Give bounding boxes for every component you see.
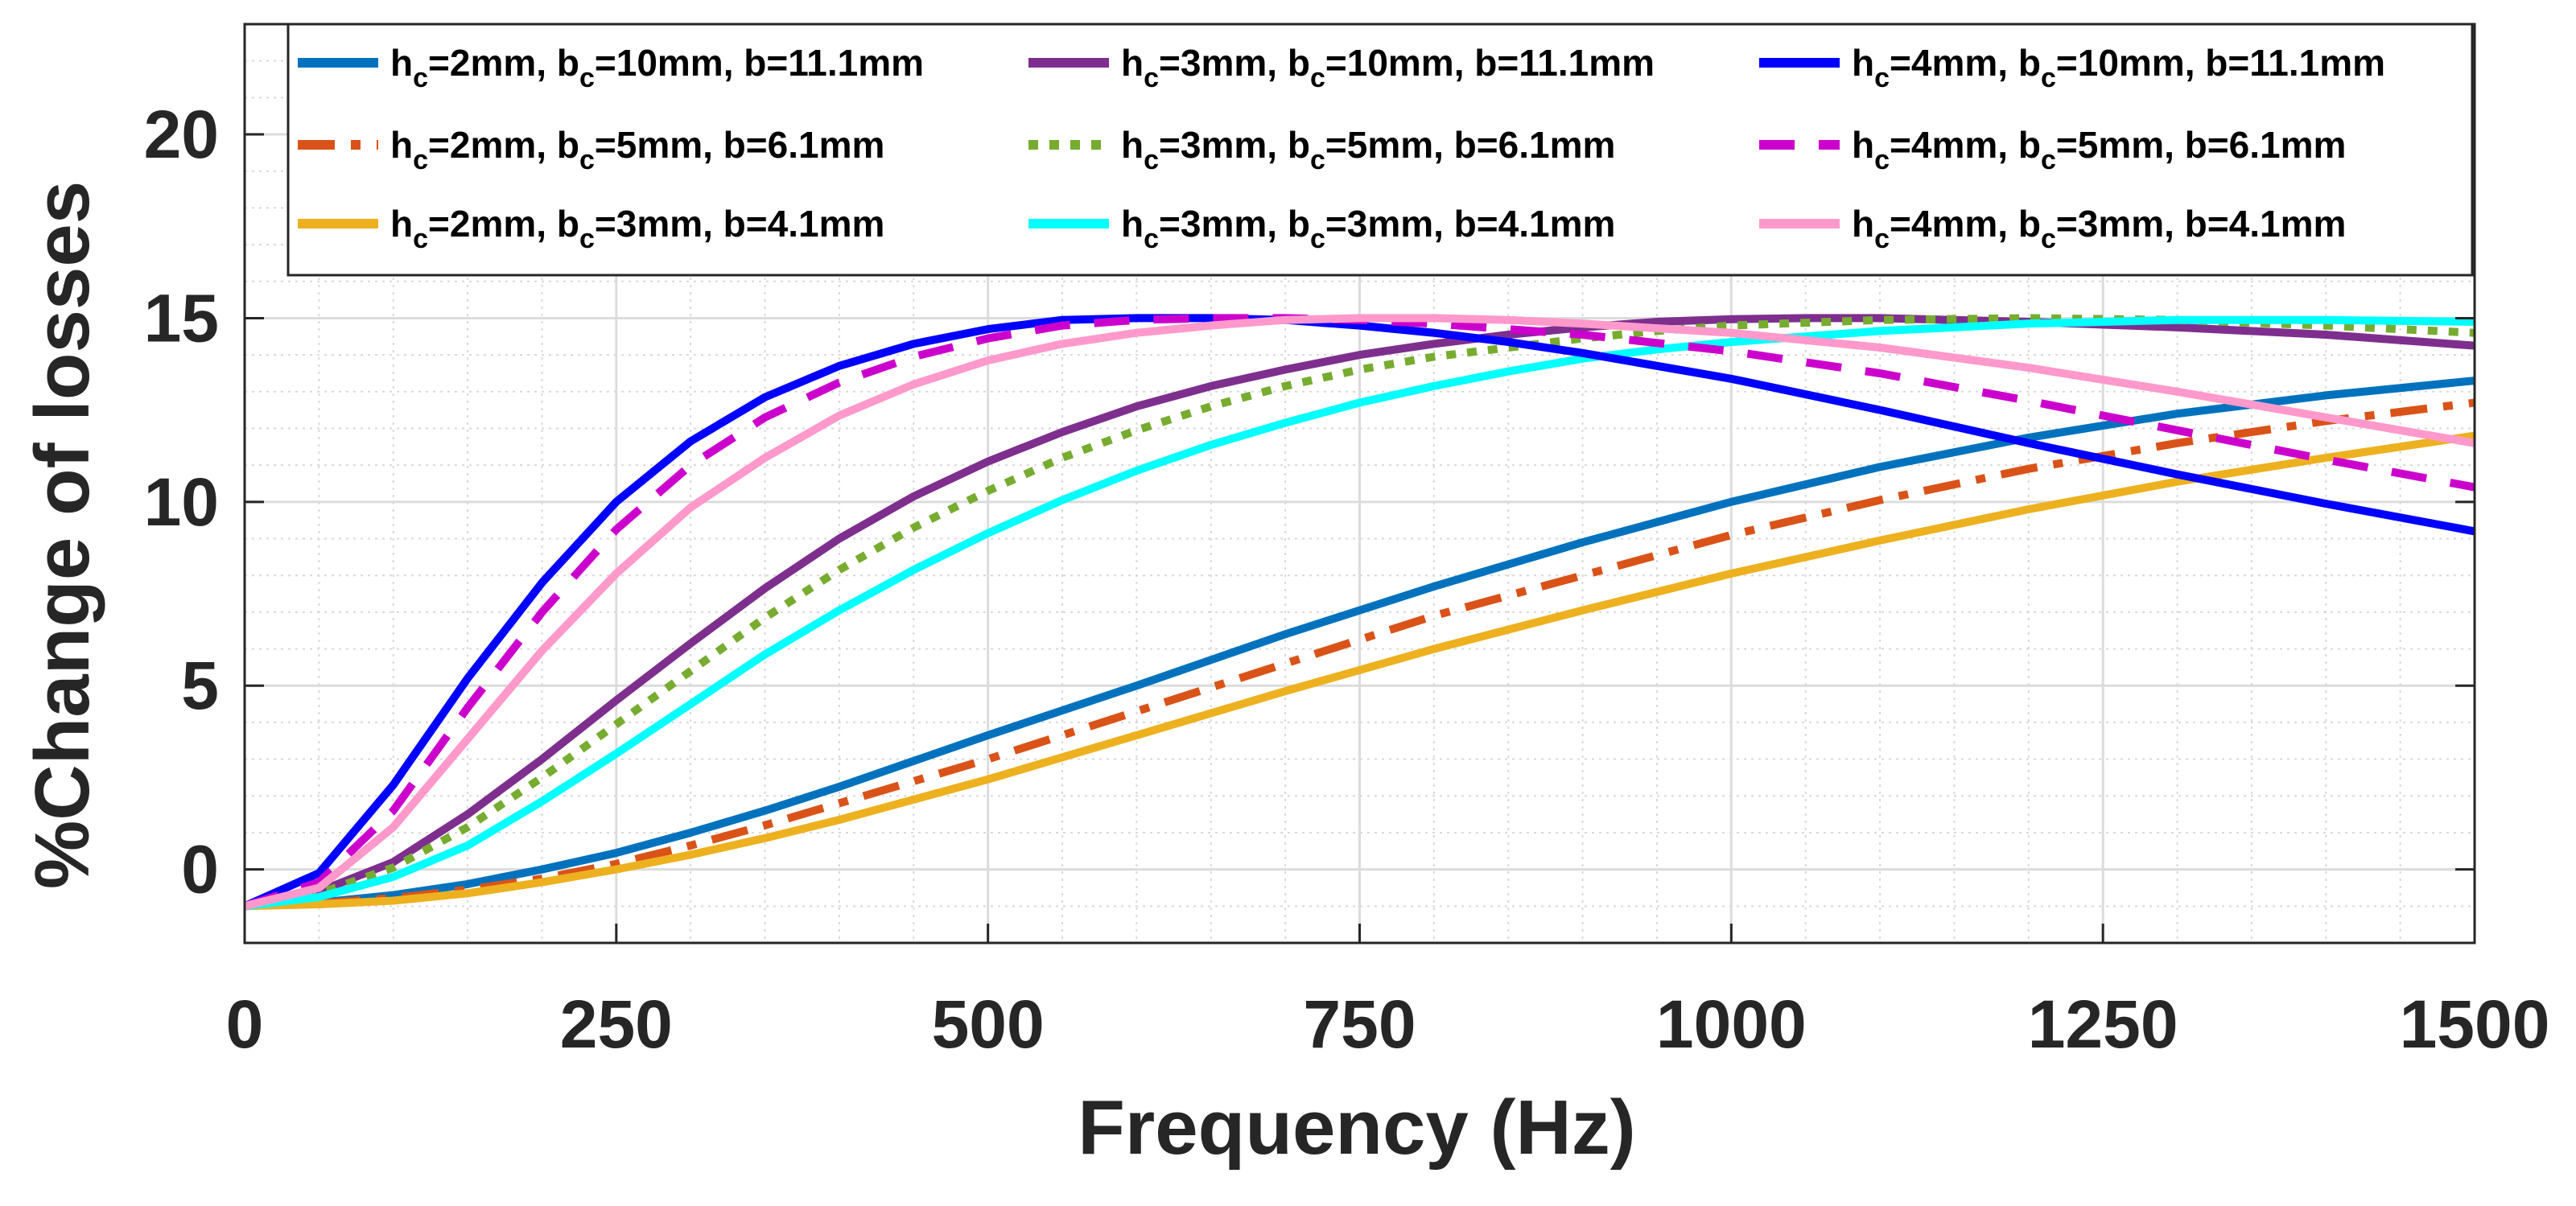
x-axis-label: Frequency (Hz) — [1078, 1085, 1635, 1171]
legend-text-part: =3mm, b — [1159, 124, 1310, 166]
legend-subscript: c — [1310, 224, 1325, 254]
legend-text-part: =3mm, b — [1159, 42, 1310, 84]
legend-subscript: c — [1144, 63, 1159, 93]
legend-text-part: =4mm, b — [1890, 124, 2041, 166]
legend-entry-9: hc=4mm, bc=3mm, b=4.1mm — [1759, 203, 2346, 254]
legend-text-part: h — [1852, 42, 1874, 84]
legend-text-part: h — [390, 124, 413, 166]
legend-text-part: h — [1121, 42, 1144, 84]
legend-text-part: h — [1852, 124, 1874, 166]
legend-subscript: c — [1874, 145, 1890, 175]
legend-text-part: =10mm, b=11.1mm — [595, 42, 924, 84]
legend-text-part: =3mm, b=4.1mm — [2056, 203, 2347, 245]
legend-box — [286, 23, 2474, 277]
legend-subscript: c — [1310, 145, 1325, 175]
legend-subscript: c — [579, 145, 595, 175]
legend-text-part: =4mm, b — [1890, 42, 2041, 84]
x-tick-label: 1000 — [1656, 986, 1807, 1062]
legend-subscript: c — [2041, 224, 2056, 254]
legend-subscript: c — [1874, 224, 1890, 254]
x-tick-label: 500 — [932, 986, 1045, 1062]
legend-text-part: =2mm, b — [428, 203, 579, 245]
x-tick-label: 1250 — [2028, 986, 2178, 1062]
legend-label: hc=3mm, bc=3mm, b=4.1mm — [1121, 203, 1615, 254]
y-tick-label: 15 — [144, 280, 219, 356]
legend-label: hc=4mm, bc=5mm, b=6.1mm — [1852, 124, 2346, 175]
legend-text-part: h — [1852, 203, 1874, 245]
legend-subscript: c — [2041, 63, 2056, 93]
legend-text-part: =5mm, b=6.1mm — [595, 124, 885, 166]
legend-text-part: =2mm, b — [428, 124, 579, 166]
legend-subscript: c — [579, 63, 595, 93]
legend-text-part: =3mm, b — [1159, 203, 1310, 245]
legend-entry-7: hc=4mm, bc=10mm, b=11.1mm — [1759, 42, 2385, 93]
legend-text-part: h — [390, 203, 413, 245]
legend-text-part: =4mm, b — [1890, 203, 2041, 245]
legend-subscript: c — [413, 224, 428, 254]
y-tick-label: 10 — [144, 464, 219, 540]
legend-entry-2: hc=2mm, bc=5mm, b=6.1mm — [298, 124, 884, 175]
series-line-4 — [245, 314, 2475, 911]
y-tick-label: 20 — [144, 97, 219, 172]
legend-subscript: c — [1874, 63, 1890, 93]
legend-text-part: =10mm, b=11.1mm — [2056, 42, 2385, 84]
legend-label: hc=3mm, bc=5mm, b=6.1mm — [1121, 124, 1615, 175]
legend-subscript: c — [413, 145, 428, 175]
series-line-5 — [245, 314, 2475, 911]
legend-label: hc=2mm, bc=10mm, b=11.1mm — [390, 42, 924, 93]
x-tick-label: 1500 — [2400, 986, 2550, 1062]
y-axis-label: %Change of losses — [19, 181, 105, 889]
legend-label: hc=4mm, bc=10mm, b=11.1mm — [1852, 42, 2385, 93]
y-tick-label: 0 — [181, 832, 219, 908]
legend-entry-1: hc=2mm, bc=10mm, b=11.1mm — [298, 42, 924, 93]
legend-text-part: =2mm, b — [428, 42, 579, 84]
legend-text-part: h — [390, 42, 413, 84]
legend-subscript: c — [579, 224, 595, 254]
x-tick-label: 0 — [226, 986, 264, 1062]
legend-label: hc=2mm, bc=3mm, b=4.1mm — [390, 203, 884, 254]
legend-text-part: =5mm, b=6.1mm — [1325, 124, 1616, 166]
x-tick-label: 750 — [1303, 986, 1416, 1062]
legend-subscript: c — [2041, 145, 2056, 175]
legend-entry-5: hc=3mm, bc=5mm, b=6.1mm — [1028, 124, 1615, 175]
legend-text-part: h — [1121, 124, 1144, 166]
series-line-7 — [245, 314, 2475, 910]
legend-entry-8: hc=4mm, bc=5mm, b=6.1mm — [1759, 124, 2346, 175]
legend-subscript: c — [1144, 145, 1159, 175]
legend-text-part: h — [1121, 203, 1144, 245]
legend-label: hc=4mm, bc=3mm, b=4.1mm — [1852, 203, 2346, 254]
series-line-3 — [245, 431, 2475, 911]
legend-label: hc=2mm, bc=5mm, b=6.1mm — [390, 124, 884, 175]
legend-entry-3: hc=2mm, bc=3mm, b=4.1mm — [298, 203, 884, 254]
legend-subscript: c — [413, 63, 428, 93]
legend-label: hc=3mm, bc=10mm, b=11.1mm — [1121, 42, 1655, 93]
legend-entry-6: hc=3mm, bc=3mm, b=4.1mm — [1028, 203, 1615, 254]
legend-entry-4: hc=3mm, bc=10mm, b=11.1mm — [1028, 42, 1655, 93]
legend-subscript: c — [1310, 63, 1325, 93]
legend-text-part: =3mm, b=4.1mm — [1325, 203, 1616, 245]
series-line-6 — [245, 315, 2475, 911]
series-line-9 — [245, 314, 2475, 911]
series-line-1 — [245, 377, 2475, 911]
legend-text-part: =5mm, b=6.1mm — [2056, 124, 2347, 166]
series-line-8 — [245, 314, 2475, 911]
x-tick-label: 250 — [560, 986, 673, 1062]
y-tick-label: 5 — [181, 648, 219, 723]
legend-text-part: =10mm, b=11.1mm — [1325, 42, 1655, 84]
legend-subscript: c — [1144, 224, 1159, 254]
legend-text-part: =3mm, b=4.1mm — [595, 203, 885, 245]
